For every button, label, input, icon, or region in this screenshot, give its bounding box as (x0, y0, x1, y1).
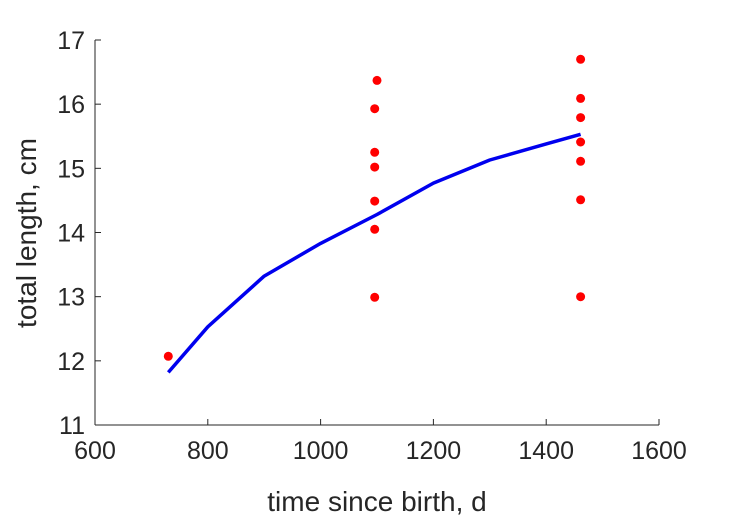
data-point (576, 137, 586, 147)
data-point (163, 351, 173, 361)
data-point (370, 162, 380, 172)
data-point (576, 93, 586, 103)
y-tick-label: 17 (57, 27, 85, 55)
x-tick-label: 1600 (631, 437, 687, 465)
data-point (370, 147, 380, 157)
data-point (370, 292, 380, 302)
data-point (370, 196, 380, 206)
y-tick-label: 16 (57, 91, 85, 119)
data-point (576, 195, 586, 205)
data-point (576, 54, 586, 64)
data-point (370, 224, 380, 234)
y-tick-label: 13 (57, 284, 85, 312)
ticks: 600 800 1000 1200 1400 1600 11 12 13 14 15 16 17 (57, 27, 687, 465)
x-tick-label: 1000 (293, 437, 349, 465)
x-tick-label: 1200 (406, 437, 462, 465)
series-layer (163, 54, 586, 374)
data-point (576, 292, 586, 302)
x-tick-label: 600 (74, 437, 116, 465)
y-tick-label: 15 (57, 155, 85, 183)
y-tick-label: 14 (57, 220, 85, 248)
data-point (370, 104, 380, 114)
x-tick-label: 1400 (518, 437, 574, 465)
y-axis-title: total length, cm (11, 138, 42, 328)
data-point (576, 156, 586, 166)
fit-curve (166, 132, 582, 374)
x-tick-label: 800 (187, 437, 229, 465)
x-axis-title: time since birth, d (267, 486, 486, 517)
y-tick-label: 11 (59, 412, 85, 440)
data-point (576, 113, 586, 123)
y-tick-label: 12 (57, 348, 85, 376)
data-point (372, 75, 382, 85)
